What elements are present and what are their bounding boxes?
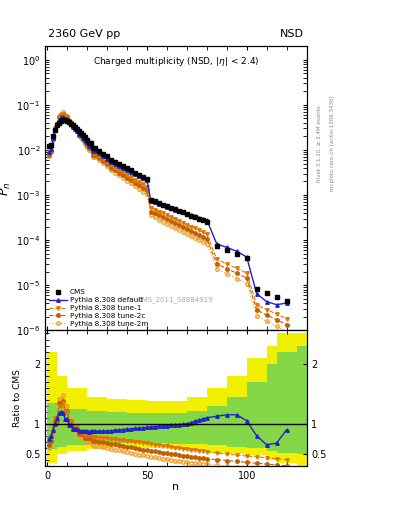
Legend: CMS, Pythia 8.308 default, Pythia 8.308 tune-1, Pythia 8.308 tune-2c, Pythia 8.3: CMS, Pythia 8.308 default, Pythia 8.308 … <box>49 289 148 327</box>
Y-axis label: $P_n$: $P_n$ <box>0 181 13 196</box>
X-axis label: n: n <box>172 482 180 492</box>
Y-axis label: Ratio to CMS: Ratio to CMS <box>13 369 22 427</box>
Text: mcplots.cern.ch [arXiv:1306.3436]: mcplots.cern.ch [arXiv:1306.3436] <box>330 96 335 191</box>
Text: NSD: NSD <box>280 29 304 39</box>
Text: 2360 GeV pp: 2360 GeV pp <box>48 29 120 39</box>
Text: Rivet 3.1.10, ≥ 3.4M events: Rivet 3.1.10, ≥ 3.4M events <box>316 105 321 182</box>
Text: CMS_2011_S8884919: CMS_2011_S8884919 <box>138 296 214 303</box>
Text: Charged multiplicity (NSD, $|\eta|$ < 2.4): Charged multiplicity (NSD, $|\eta|$ < 2.… <box>93 55 259 68</box>
